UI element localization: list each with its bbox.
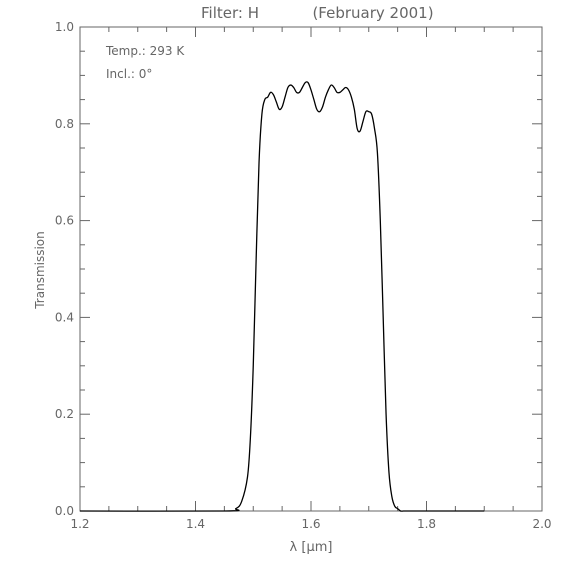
y-tick-label: 1.0 — [55, 20, 74, 34]
y-tick-label: 0.6 — [55, 214, 74, 228]
series-line — [79, 81, 485, 512]
plot-frame — [79, 26, 543, 512]
x-tick-label: 1.8 — [417, 517, 436, 531]
tick-labels: 1.2 1.4 1.6 1.8 2.0 0.0 0.2 0.4 0.6 0.8 1.0 — [55, 20, 552, 531]
annotation-incl: Incl.: 0° — [106, 67, 152, 81]
y-tick-label: 0.2 — [55, 407, 74, 421]
annotation-temp: Temp.: 293 K — [105, 44, 185, 58]
x-axis-label: λ [μm] — [290, 540, 333, 555]
x-tick-label: 1.2 — [70, 517, 89, 531]
axes — [79, 26, 543, 512]
chart-title-right: (February 2001) — [312, 4, 433, 22]
y-axis-label: Transmission — [33, 231, 47, 310]
x-tick-label: 1.4 — [186, 517, 205, 531]
y-tick-label: 0.0 — [55, 504, 74, 518]
ticks — [79, 26, 543, 512]
y-tick-label: 0.4 — [55, 310, 74, 324]
x-tick-label: 1.6 — [301, 517, 320, 531]
chart-title-left: Filter: H — [201, 4, 259, 22]
series — [79, 81, 485, 512]
y-tick-label: 0.8 — [55, 117, 74, 131]
x-tick-label: 2.0 — [532, 517, 551, 531]
